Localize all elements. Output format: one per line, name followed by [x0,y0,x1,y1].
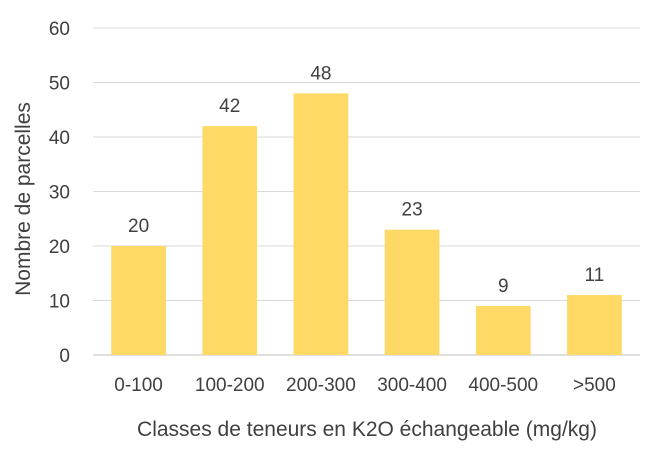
x-tick-label: 400-500 [468,375,538,396]
x-tick-label: 100-200 [195,375,265,396]
bar [202,126,258,355]
data-labels: 20 42 48 23 9 11 [128,63,604,297]
data-label: 11 [585,265,605,286]
x-tick-label: 0-100 [114,375,163,396]
y-tick-label: 10 [49,292,70,313]
x-axis-ticks: 0-100 100-200 200-300 300-400 400-500 >500 [114,375,616,396]
bar [475,305,531,355]
y-tick-label: 50 [49,74,70,95]
bars [111,93,622,356]
data-label: 20 [128,216,149,237]
data-label: 23 [402,200,423,221]
x-tick-label: 300-400 [377,375,447,396]
y-tick-label: 20 [49,237,70,258]
data-label: 9 [498,276,509,297]
x-axis-title: Classes de teneurs en K2O échangeable (m… [137,418,597,441]
gridlines [93,27,640,356]
bar [293,93,349,356]
data-label: 48 [310,63,331,84]
x-tick-label: 200-300 [286,375,356,396]
x-tick-label: >500 [573,375,616,396]
y-tick-label: 40 [49,128,70,149]
y-axis-title: Nombre de parcelles [12,102,35,296]
y-tick-label: 30 [49,183,70,204]
bar [567,295,622,355]
y-tick-label: 60 [49,19,70,40]
y-axis-ticks: 0 10 20 30 40 50 60 [49,19,70,367]
bar [384,229,440,355]
bar [111,246,166,355]
y-tick-label: 0 [59,346,70,367]
data-label: 42 [219,96,240,117]
